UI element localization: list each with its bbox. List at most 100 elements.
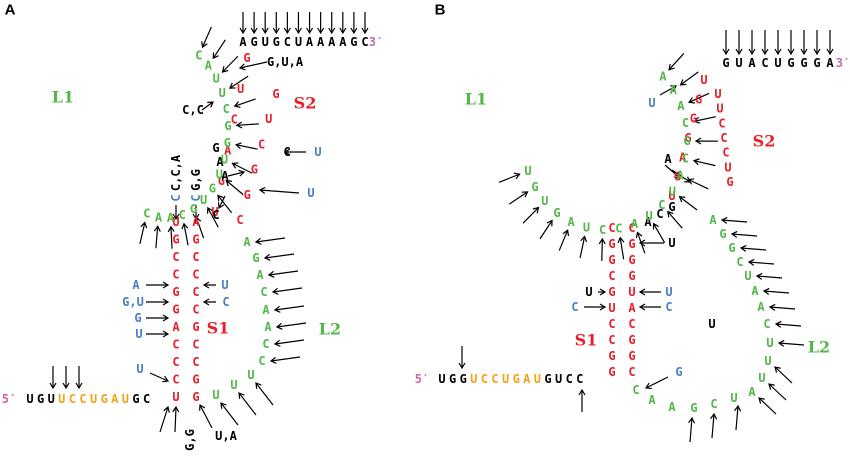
arrow [306,12,314,35]
l1-loop-nucleotide: C [179,208,186,222]
s1-left-strand: C [608,269,615,283]
l1-loop-nucleotide: U [669,184,676,198]
s1-left-strand: U [608,301,615,315]
l1-loop-nucleotide: G [224,119,231,133]
panel-label-a: A [5,2,16,19]
arrow [694,137,719,145]
variant-annotation: U [307,186,314,200]
arrow [225,179,244,196]
tail-nucleotide: U [26,392,33,406]
s2-right-strand: C [722,146,729,160]
variant-annotation: C [169,194,183,201]
s1-left-strand: G [172,285,179,299]
variant-annotation: U [708,317,715,331]
stem-label-s1: S1 [575,331,598,350]
arrow [62,366,70,390]
s2-left-strand: G [218,174,225,188]
loop-label-l2: L2 [808,338,830,357]
s1-left-strand: A [172,320,180,334]
arrow [722,30,730,56]
arrow [273,305,305,313]
l1-loop-nucleotide: C [615,222,622,236]
l1-loop-nucleotide: G [531,180,538,194]
tail-nucleotide: C [69,392,76,406]
arrow [231,162,253,174]
l1-loop-nucleotide: A [677,99,685,113]
loop-label-l1: L1 [465,90,487,109]
three-prime-tail-nucleotide: C [284,35,291,49]
l1-loop-nucleotide: A [205,59,213,73]
arrow [239,12,247,35]
arrow [217,195,226,210]
l1-loop-nucleotide: A [677,169,685,183]
s1-right-strand: G [192,390,199,404]
l2-bottom-nucleotide: C [632,383,639,397]
l1-loop-nucleotide: U [200,193,207,207]
arrow [172,405,180,433]
l2-loop-nucleotide: U [212,388,219,402]
arrow [181,222,189,246]
arrow [275,322,307,330]
panel-label-b: B [435,2,446,19]
tail-nucleotide: U [122,392,129,406]
l1-loop-nucleotide: U [541,194,548,208]
tail-nucleotide: U [555,372,562,386]
variant-annotation: U [665,285,672,299]
l2-loop-nucleotide: C [262,337,269,351]
s1-right-strand: C [192,338,199,352]
s1-right-strand: G [628,253,635,267]
arrow [235,121,259,129]
l1-loop-nucleotide: C [143,207,150,221]
three-prime-tail-nucleotide: A [239,35,247,49]
l2-loop-nucleotide: A [748,385,756,399]
arrow [813,30,821,56]
s2-left-strand: A [224,143,232,157]
s1-right-strand: G [192,373,199,387]
arrow [720,216,748,224]
three-prime-tail-nucleotide: A [317,35,325,49]
tail-nucleotide: G [513,372,520,386]
three-prime-tail-nucleotide: C [361,35,368,49]
s2-left-strand: U [211,205,218,219]
tail-nucleotide: C [491,372,498,386]
tail-nucleotide: G [132,392,139,406]
arrow [283,148,306,156]
five-prime-label: 5′ [2,392,16,406]
l1-loop-nucleotide: U [221,152,228,166]
arrow [667,210,683,229]
arrow [578,388,586,412]
variant-annotation: U [135,327,142,341]
s1-right-strand: A [628,301,636,315]
arrow [146,314,170,322]
stem-label-s1: S1 [207,319,230,338]
arrow [254,237,286,245]
label-layer: A 5′ S1 S2 L1 L2 3′ B 5′ S1 S2 L1 L2 3′ [2,2,850,407]
arrow [267,270,299,278]
arrow [271,287,303,295]
variant-annotation: C [189,194,203,201]
variant-annotation: U,A [215,429,237,443]
arrow [758,397,777,415]
arrow [768,303,796,311]
tail-nucleotide: C [481,372,488,386]
s1-right-strand: G [628,237,635,251]
stem-label-s2: S2 [753,132,776,151]
three-prime-tail-nucleotide: G [800,56,807,70]
s1-left-strand: C [608,221,615,235]
tail-nucleotide: G [101,392,108,406]
arrow [539,219,553,240]
variant-annotation: G [675,365,682,379]
l2-loop-nucleotide: C [260,285,267,299]
s1-right-strand: U [628,285,635,299]
s2-right-strand: U [716,102,723,116]
arrow [710,412,718,439]
l1-loop-nucleotide: A [631,217,639,231]
arrow [235,142,258,150]
three-prime-tail-nucleotide: G [722,56,729,70]
s1-left-strand: C [172,355,179,369]
arrow [217,194,233,214]
arrow [206,206,219,228]
arrow [688,92,710,104]
s1-right-strand: C [192,303,199,317]
